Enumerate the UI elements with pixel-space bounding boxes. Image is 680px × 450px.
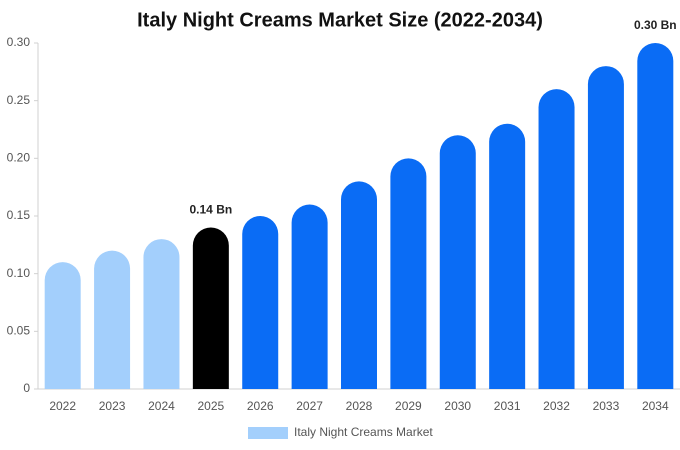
bar xyxy=(291,204,328,389)
bar xyxy=(242,216,279,389)
x-tick-label: 2032 xyxy=(543,399,570,413)
x-tick-label: 2023 xyxy=(99,399,126,413)
y-tick-label: 0.05 xyxy=(7,324,31,338)
x-tick-label: 2029 xyxy=(395,399,422,413)
x-tick-label: 2030 xyxy=(444,399,471,413)
y-tick-label: 0.20 xyxy=(7,151,31,165)
bar xyxy=(143,239,180,389)
y-tick-label: 0.10 xyxy=(7,266,31,280)
bar xyxy=(341,181,377,389)
legend-swatch xyxy=(248,427,288,439)
bar xyxy=(538,89,575,389)
bar xyxy=(439,135,476,389)
y-tick-label: 0.15 xyxy=(7,208,31,222)
bar xyxy=(44,262,81,389)
x-tick-label: 2028 xyxy=(346,399,373,413)
x-tick-label: 2024 xyxy=(148,399,175,413)
bar xyxy=(489,123,526,390)
bar xyxy=(587,66,624,389)
y-tick-label: 0 xyxy=(23,381,30,395)
chart-title: Italy Night Creams Market Size (2022-203… xyxy=(137,9,543,31)
bar xyxy=(637,43,674,389)
data-label: 0.30 Bn xyxy=(634,18,677,32)
legend-label: Italy Night Creams Market xyxy=(294,425,433,439)
bar xyxy=(94,250,131,389)
x-tick-label: 2025 xyxy=(197,399,224,413)
x-tick-label: 2022 xyxy=(49,399,76,413)
data-label: 0.14 Bn xyxy=(190,203,233,217)
y-tick-label: 0.30 xyxy=(7,35,31,49)
x-tick-label: 2034 xyxy=(642,399,669,413)
bar xyxy=(192,227,229,389)
bar xyxy=(390,158,427,389)
y-tick-label: 0.25 xyxy=(7,93,31,107)
x-tick-label: 2031 xyxy=(494,399,521,413)
x-tick-label: 2027 xyxy=(296,399,323,413)
x-tick-label: 2033 xyxy=(593,399,620,413)
x-tick-label: 2026 xyxy=(247,399,274,413)
